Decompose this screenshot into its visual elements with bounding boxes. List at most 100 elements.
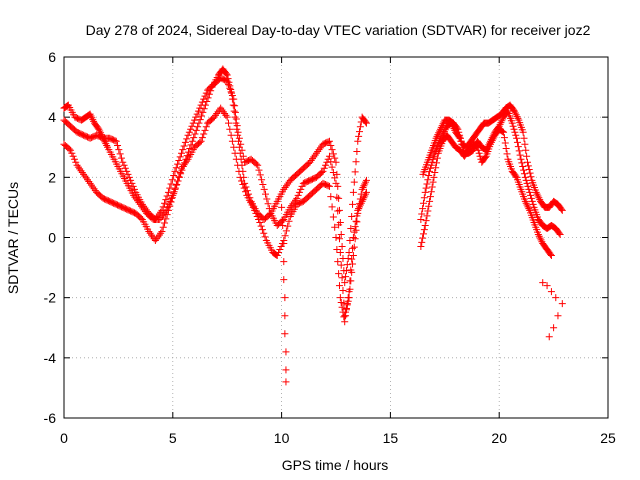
data-point [529, 200, 537, 208]
data-point [295, 188, 303, 196]
data-point [337, 261, 345, 269]
data-point [351, 235, 359, 243]
data-point [187, 125, 195, 133]
data-point [239, 181, 247, 189]
x-tick-label: 25 [600, 430, 616, 446]
data-point [235, 134, 243, 142]
data-point [146, 229, 154, 237]
data-point [115, 146, 123, 154]
x-tick-label: 15 [383, 430, 399, 446]
data-point [450, 125, 458, 133]
data-point [487, 138, 495, 146]
data-point [508, 119, 516, 127]
data-point [536, 234, 544, 242]
y-tick-label: -2 [44, 290, 57, 306]
data-point [427, 188, 435, 196]
data-point [197, 101, 205, 109]
data-point [200, 95, 208, 103]
data-point [328, 146, 336, 154]
data-point [194, 123, 202, 131]
data-point [86, 179, 94, 187]
data-point [337, 230, 345, 238]
data-point [528, 197, 536, 205]
data-point [241, 188, 249, 196]
data-point [356, 123, 364, 131]
data-point [161, 219, 169, 227]
data-point [90, 117, 98, 125]
data-point [235, 167, 243, 175]
data-point [194, 107, 202, 115]
data-point [335, 270, 343, 278]
data-point [348, 255, 356, 263]
series-0 [60, 65, 370, 287]
data-point [158, 206, 166, 214]
data-point [280, 276, 288, 284]
data-point [292, 196, 300, 204]
data-point [332, 179, 340, 187]
data-point [281, 294, 289, 302]
data-point [319, 167, 327, 175]
data-point [285, 217, 293, 225]
series-3 [278, 203, 290, 386]
data-point [362, 176, 370, 184]
x-tick-label: 20 [491, 430, 507, 446]
data-point [342, 267, 350, 275]
data-point [218, 106, 226, 114]
data-point [457, 137, 465, 145]
data-point [425, 172, 433, 180]
data-point [293, 194, 301, 202]
data-point [154, 212, 162, 220]
data-point [231, 149, 239, 157]
data-point [95, 125, 103, 133]
data-point [181, 159, 189, 167]
data-point [489, 135, 497, 143]
data-point [86, 110, 94, 118]
data-point [537, 236, 545, 244]
data-point [329, 213, 337, 221]
data-point [282, 366, 290, 374]
data-point [84, 176, 92, 184]
data-point [516, 151, 524, 159]
data-point [341, 279, 349, 287]
data-point [335, 282, 343, 290]
data-point [486, 140, 494, 148]
data-point [328, 203, 336, 211]
data-point [556, 230, 564, 238]
data-point [336, 294, 344, 302]
data-point [490, 133, 498, 141]
data-point [324, 182, 332, 190]
data-point [331, 223, 339, 231]
data-point [333, 246, 341, 254]
data-point [358, 185, 366, 193]
x-tick-label: 10 [274, 430, 290, 446]
data-point [308, 155, 316, 163]
data-point [179, 146, 187, 154]
data-point [327, 158, 335, 166]
data-point [349, 188, 357, 196]
data-point [117, 154, 125, 162]
data-point [351, 223, 359, 231]
data-point [159, 203, 167, 211]
data-point [441, 126, 449, 134]
data-point [498, 117, 506, 125]
data-point [417, 243, 425, 251]
data-point [353, 218, 361, 226]
data-point [129, 182, 137, 190]
data-point [525, 205, 533, 213]
data-point [338, 274, 346, 282]
data-point [307, 156, 315, 164]
data-point [520, 166, 528, 174]
data-point [429, 178, 437, 186]
y-tick-label: 6 [48, 49, 56, 65]
data-point [255, 215, 263, 223]
data-point [180, 161, 188, 169]
data-point [254, 161, 262, 169]
data-point [500, 134, 508, 142]
data-point [119, 158, 127, 166]
data-point [522, 146, 530, 154]
data-point [423, 212, 431, 220]
data-point [434, 131, 442, 139]
data-point [526, 188, 534, 196]
data-point [335, 206, 343, 214]
data-point [219, 108, 227, 116]
